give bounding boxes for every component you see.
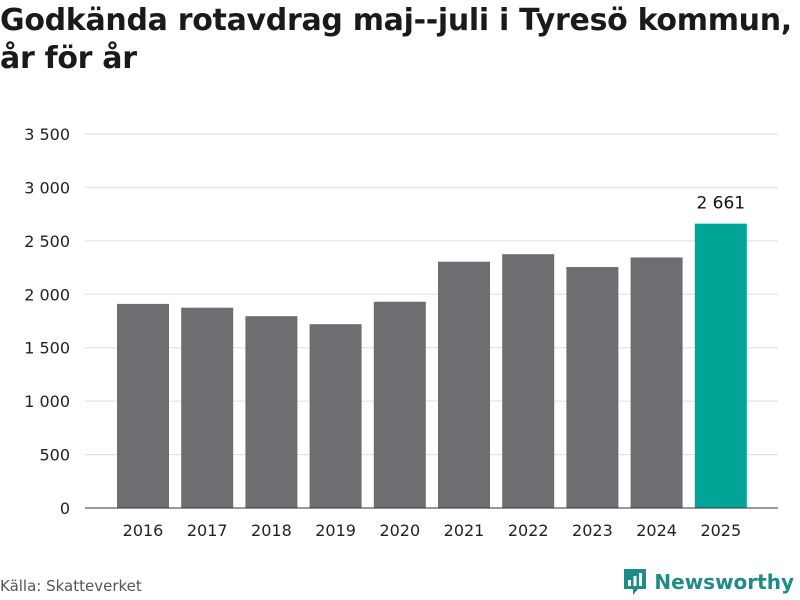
newsworthy-logo-icon: [624, 569, 647, 595]
bars: [117, 223, 747, 508]
x-tick-label: 2025: [700, 521, 741, 540]
y-tick-label: 1 000: [24, 392, 70, 411]
x-axis-ticks: 2016 2017 2018 2019 2020 2021 2022 2023 2024 2025: [123, 521, 742, 540]
bar-2022: [502, 254, 555, 508]
y-tick-label: 3 000: [24, 178, 70, 197]
bar-2021: [438, 261, 490, 508]
y-tick-label: 1 500: [24, 339, 70, 358]
x-tick-label: 2019: [315, 521, 356, 540]
y-axis-ticks: 0 500 1 000 1 500 2 000 2 500 3 000 3 500: [24, 125, 70, 518]
x-tick-label: 2017: [187, 521, 228, 540]
bar-2025: [694, 223, 747, 508]
x-tick-label: 2022: [508, 521, 549, 540]
bar-2023: [566, 267, 619, 508]
source-note: Källa: Skatteverket: [0, 577, 142, 595]
x-tick-label: 2018: [251, 521, 292, 540]
bar-2020: [373, 301, 426, 508]
bar-2016: [117, 303, 169, 508]
y-tick-label: 500: [39, 446, 70, 465]
y-tick-label: 3 500: [24, 125, 70, 144]
brand-logo[interactable]: Newsworthy: [622, 567, 794, 597]
data-label: 2 661: [696, 194, 745, 214]
y-tick-label: 2 500: [24, 232, 70, 251]
bar-2019: [309, 324, 362, 508]
y-tick-label: 0: [60, 499, 70, 518]
y-tick-label: 2 000: [24, 285, 70, 304]
x-tick-label: 2024: [636, 521, 677, 540]
x-tick-label: 2020: [379, 521, 420, 540]
data-labels: 2 661: [696, 194, 745, 214]
bar-2018: [245, 316, 298, 508]
x-tick-label: 2021: [444, 521, 485, 540]
chart-title: Godkända rotavdrag maj--juli i Tyresö ko…: [0, 3, 792, 76]
bar-2017: [181, 307, 234, 508]
x-tick-label: 2016: [123, 521, 164, 540]
bar-2024: [630, 257, 683, 508]
x-tick-label: 2023: [572, 521, 613, 540]
brand-name: Newsworthy: [654, 570, 794, 594]
